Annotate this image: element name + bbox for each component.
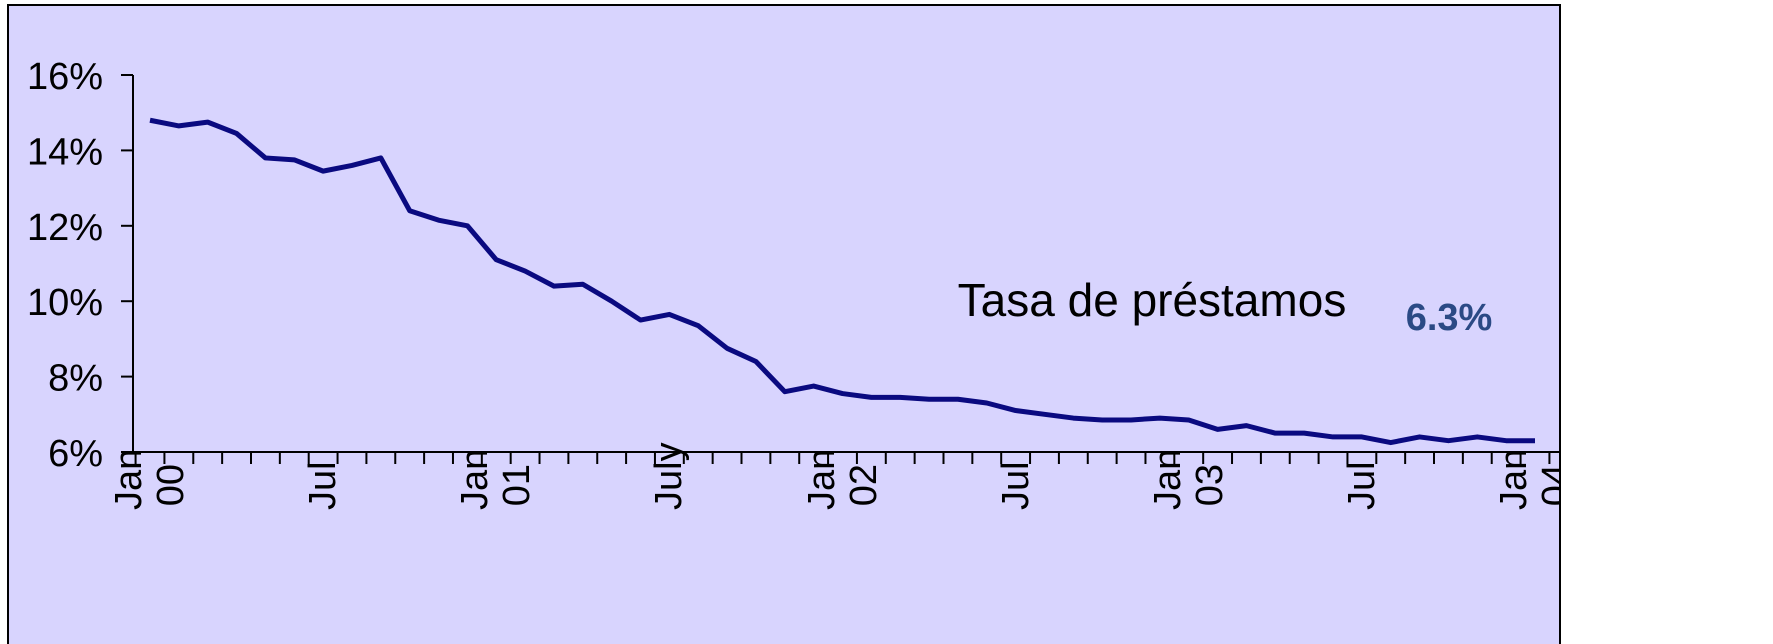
x-tick-label: Jan 02: [800, 448, 885, 510]
data-line: [149, 117, 1535, 446]
x-tick-label: Jul: [994, 461, 1037, 510]
x-tick-label: Jan 01: [454, 448, 539, 510]
x-tick-label: Jan 04: [1493, 448, 1561, 510]
x-tick-label: Jan 00: [108, 448, 192, 510]
series-label: Tasa de préstamos: [958, 274, 1347, 326]
x-tick-label: July: [648, 442, 691, 510]
y-tick-label: 12%: [27, 207, 103, 249]
x-tick-label: Jan 03: [1146, 448, 1231, 510]
x-tick-label: Jul: [302, 461, 345, 510]
y-tick-label: 16%: [27, 56, 103, 98]
end-value-label: 6.3%: [1406, 297, 1493, 339]
y-tick-label: 6%: [48, 433, 103, 475]
y-tick-label: 14%: [27, 131, 103, 173]
x-tick-label: Jul: [1340, 461, 1383, 510]
chart: Tasa de préstamos 6.3% 6% 8% 10% 12% 14% 16%: [27, 56, 1559, 475]
y-tick-label: 8%: [48, 358, 103, 400]
y-tick-label: 10%: [27, 282, 103, 324]
chart-frame: Tasa de préstamos 6.3% 6% 8% 10% 12% 14% 16% …: [7, 4, 1561, 644]
